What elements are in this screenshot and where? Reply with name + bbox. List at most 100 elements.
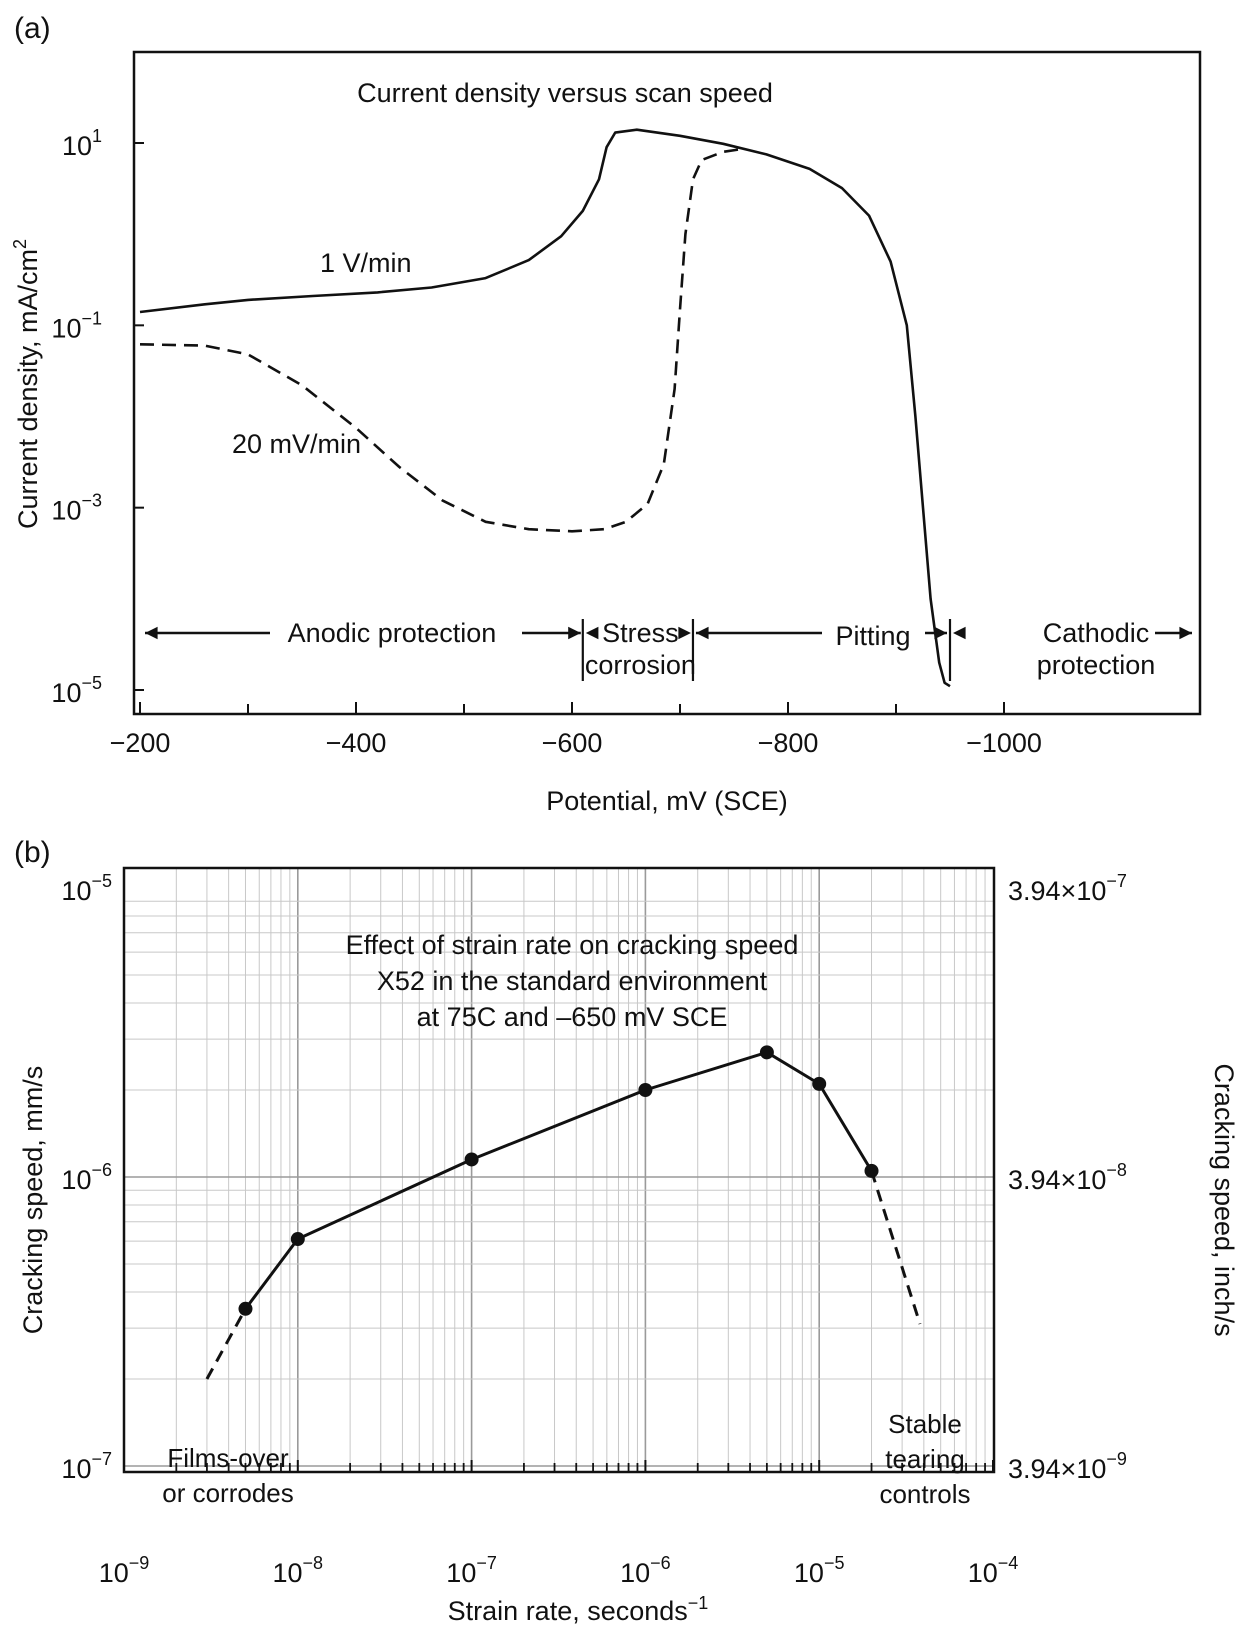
b-x-tick-label-0-base: 10 [99, 1558, 129, 1588]
b-y-tick-right-label-0-exp: −7 [1106, 871, 1127, 891]
a-x-tick-label-0: −200 [110, 728, 171, 758]
panel-a-x-ticks: −200 −400 −600 −800 −1000 [110, 702, 1042, 758]
panel-a: (a) Current density versus scan speed −2… [10, 12, 1202, 816]
a-y-tick-label-1-base: 10 [51, 313, 81, 343]
a-region-pitting-arrow-left [695, 626, 709, 640]
series-label-20mv-min: 20 mV/min [232, 429, 361, 459]
b-y-tick-label-0: 10−5 [61, 871, 112, 906]
b-x-tick-label-2-exp: −7 [476, 1553, 497, 1573]
a-region-pitting-arrow-right [934, 626, 947, 640]
b-x-tick-label-0: 10−9 [99, 1553, 150, 1588]
b-data-point-2 [464, 1152, 479, 1167]
panel-b-y-ticks: 10−510−610−7 [61, 871, 112, 1484]
b-x-tick-label-4-exp: −5 [824, 1553, 845, 1573]
panel-b-x-axis-label-main: Strain rate, seconds [448, 1596, 688, 1626]
annotation-films-over: Films-over or corrodes [162, 1443, 294, 1508]
a-region-cathodic-arrow-right [1179, 626, 1192, 640]
b-y-tick-right-label-2-exp: −9 [1106, 1449, 1127, 1469]
b-y-tick-right-label-1-base: 3.94×10 [1008, 1165, 1106, 1195]
b-x-tick-label-5-base: 10 [968, 1558, 998, 1588]
panel-b-y-ticks-right: 3.94×10−73.94×10−83.94×10−9 [1008, 871, 1127, 1484]
b-data-point-3 [638, 1083, 653, 1098]
b-x-tick-label-3-base: 10 [620, 1558, 650, 1588]
a-region-label-3b: protection [1037, 650, 1156, 680]
a-y-tick-label-0-base: 10 [62, 131, 92, 161]
a-x-tick-label-4: −1000 [966, 728, 1042, 758]
panel-a-series [139, 128, 951, 688]
annotation-stable-tearing-line-3: controls [879, 1479, 970, 1509]
a-x-tick-label-3: −800 [758, 728, 819, 758]
b-y-tick-right-label-0-base: 3.94×10 [1008, 876, 1106, 906]
annotation-films-over-line-2: or corrodes [162, 1478, 294, 1508]
annotation-films-over-line-1: Films-over [167, 1443, 289, 1473]
b-y-tick-label-0-base: 10 [61, 876, 91, 906]
panel-a-y-axis-label-sup: 2 [10, 239, 30, 249]
b-y-tick-label-2-exp: −7 [91, 1449, 112, 1469]
panel-b-title-line-3: at 75C and –650 mV SCE [417, 1002, 728, 1032]
a-region-label-0: Anodic protection [288, 618, 497, 648]
panel-b: (b) 10−9 10−8 10−7 10−6 10−5 10−4 10−510−610−… [14, 836, 1239, 1626]
b-y-tick-label-2-base: 10 [61, 1454, 91, 1484]
a-y-tick-label-3-base: 10 [51, 678, 81, 708]
a-region-label-2: Pitting [835, 621, 910, 651]
b-x-tick-label-2: 10−7 [446, 1553, 497, 1588]
b-x-tick-label-5: 10−4 [968, 1553, 1019, 1588]
b-x-tick-label-2-base: 10 [446, 1558, 476, 1588]
b-y-tick-label-1: 10−6 [61, 1160, 112, 1195]
panel-b-grid [124, 868, 993, 1472]
series-label-1v-min: 1 V/min [320, 248, 412, 278]
a-y-tick-label-3-exp: −5 [81, 673, 102, 693]
a-y-tick-label-2: 10−3 [51, 491, 102, 526]
b-data-point-4 [759, 1045, 774, 1060]
a-series-line-0 [139, 128, 951, 688]
annotation-stable-tearing-line-2: tearing [885, 1444, 965, 1474]
panel-b-title-line-1: Effect of strain rate on cracking speed [346, 930, 799, 960]
annotation-stable-tearing-line-1: Stable [888, 1409, 962, 1439]
a-region-label-3a: Cathodic [1043, 618, 1150, 648]
panel-b-y-axis-label-right: Cracking speed, inch/s [1209, 1063, 1239, 1336]
a-y-tick-label-0-exp: 1 [92, 126, 102, 146]
b-series-line-1 [205, 1308, 247, 1380]
b-data-point-6 [864, 1163, 879, 1178]
panel-b-frame [122, 866, 996, 1474]
panel-b-y-axis-label: Cracking speed, mm/s [18, 1066, 48, 1335]
b-y-tick-right-label-2-base: 3.94×10 [1008, 1454, 1106, 1484]
a-region-stress-arrow-right [678, 626, 691, 640]
a-y-tick-label-1-exp: −1 [81, 308, 102, 328]
a-y-tick-label-2-exp: −3 [81, 491, 102, 511]
panel-b-x-ticks: 10−9 10−8 10−7 10−6 10−5 10−4 [99, 1460, 1019, 1588]
b-series-line-2 [870, 1170, 922, 1325]
panel-b-title-line-2: X52 in the standard environment [377, 966, 768, 996]
b-x-tick-label-3: 10−6 [620, 1553, 671, 1588]
a-region-cathodic-arrow-left [953, 626, 966, 640]
a-region-anodic-arrow-left [145, 626, 158, 640]
a-region-anodic-arrow-right [568, 626, 581, 640]
a-y-tick-label-0: 101 [62, 126, 102, 161]
panel-a-label: (a) [14, 12, 51, 45]
b-x-tick-label-4: 10−5 [794, 1553, 845, 1588]
a-region-label-1a: Stress [602, 618, 679, 648]
panel-b-label: (b) [14, 836, 51, 869]
b-y-tick-right-label-2: 3.94×10−9 [1008, 1449, 1127, 1484]
panel-a-y-axis-label-main: Current density, mA/cm [13, 249, 43, 529]
a-region-label-1b: corrosion [585, 650, 696, 680]
b-y-tick-label-0-exp: −5 [91, 871, 112, 891]
panel-a-x-axis-label: Potential, mV (SCE) [546, 786, 788, 816]
panel-a-title: Current density versus scan speed [357, 78, 773, 108]
a-y-tick-label-1: 10−1 [51, 308, 102, 343]
a-y-tick-label-3: 10−5 [51, 673, 102, 708]
b-y-tick-label-1-base: 10 [61, 1165, 91, 1195]
annotation-stable-tearing: Stable tearing controls [879, 1409, 970, 1509]
panel-b-title: Effect of strain rate on cracking speed … [346, 930, 799, 1032]
b-y-tick-label-2: 10−7 [61, 1449, 112, 1484]
a-region-stress-arrow-left [585, 626, 599, 640]
b-x-tick-label-5-exp: −4 [998, 1553, 1019, 1573]
a-series-line-1 [139, 148, 740, 533]
b-x-tick-label-3-exp: −6 [650, 1553, 671, 1573]
panel-b-x-axis-label: Strain rate, seconds−1 [448, 1593, 709, 1626]
b-y-tick-right-label-0: 3.94×10−7 [1008, 871, 1127, 906]
b-y-tick-right-label-1-exp: −8 [1106, 1160, 1127, 1180]
b-plot-frame [122, 866, 996, 1474]
